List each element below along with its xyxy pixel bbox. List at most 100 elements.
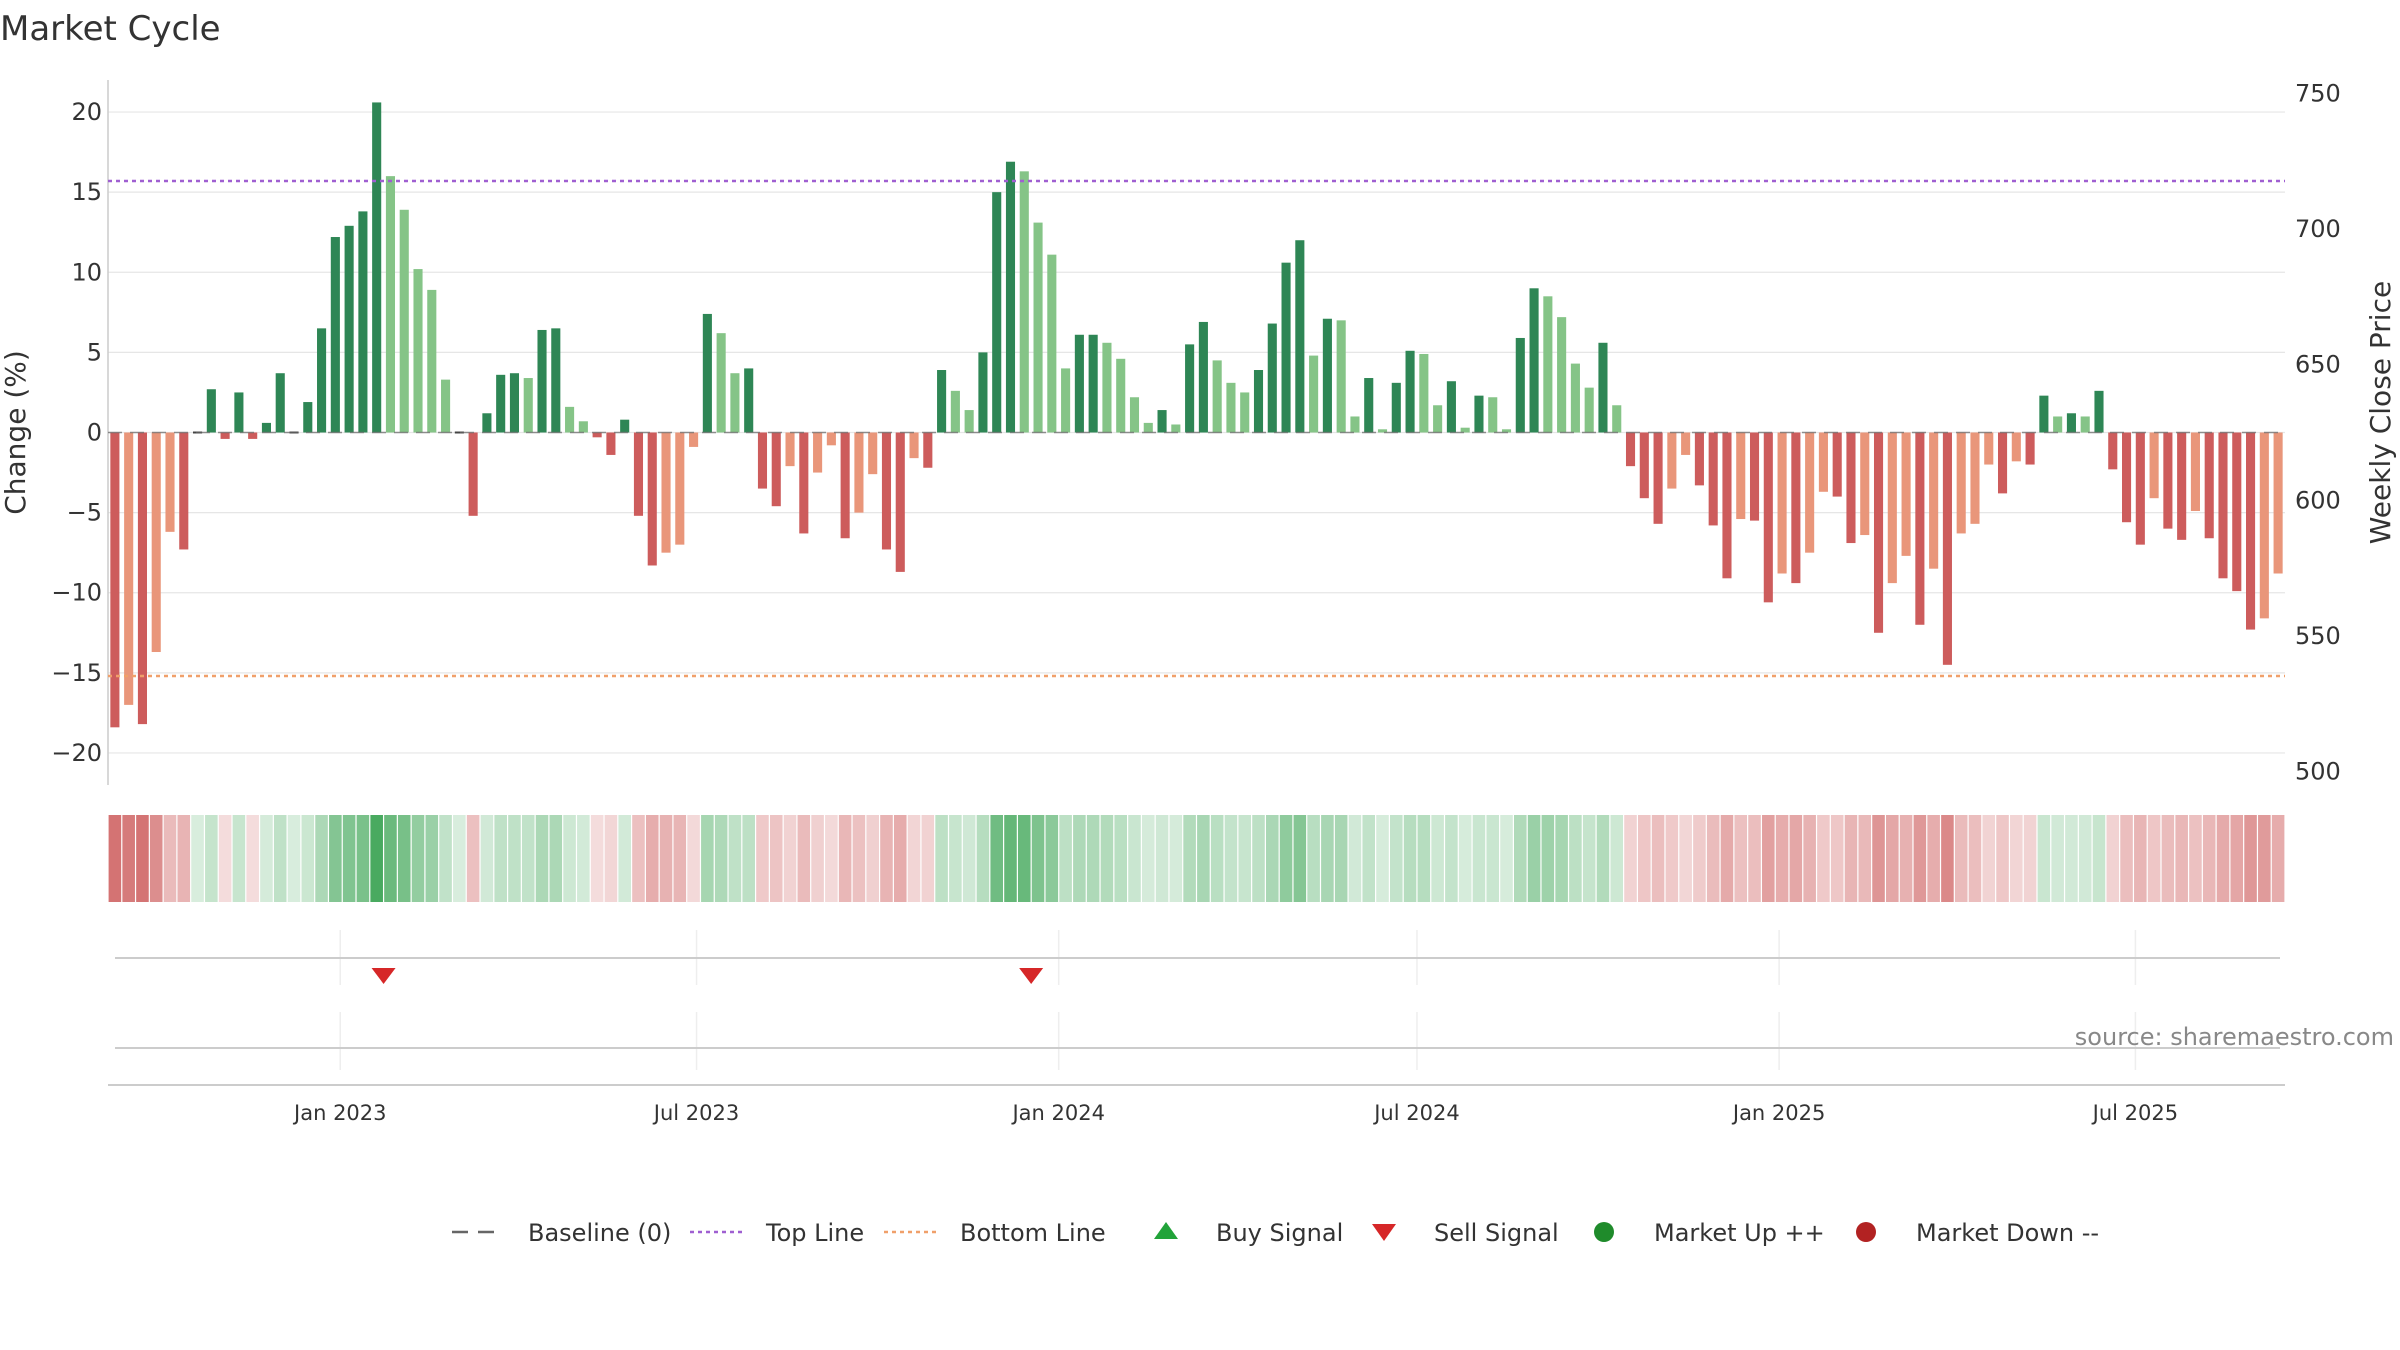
bar — [110, 432, 120, 728]
bar — [868, 432, 878, 475]
heat-cell — [1748, 815, 1761, 902]
bar — [2232, 432, 2242, 592]
bar — [165, 432, 175, 532]
bar — [620, 419, 630, 433]
bar — [482, 413, 492, 433]
bar — [234, 392, 244, 433]
bar — [2135, 432, 2145, 545]
heat-cell — [1486, 815, 1500, 902]
heat-cell — [2216, 815, 2230, 902]
heat-cell — [1803, 815, 1816, 902]
heat-cell — [1996, 815, 2009, 902]
heat-cell — [563, 815, 576, 902]
heat-cell — [2065, 815, 2078, 902]
bar — [137, 432, 147, 725]
bar — [1598, 342, 1608, 433]
bar — [909, 432, 919, 459]
heat-cell — [1775, 815, 1789, 902]
bar — [330, 237, 340, 433]
heat-cell — [2051, 815, 2064, 902]
left-tick-label: 5 — [87, 338, 102, 366]
heat-cell — [1472, 815, 1486, 902]
bar — [2204, 432, 2214, 539]
heat-cell — [329, 815, 342, 902]
left-tick-label: −10 — [51, 579, 102, 607]
bar — [689, 432, 699, 447]
heat-cell — [1720, 815, 1734, 902]
heat-cell — [356, 815, 370, 902]
bar — [1970, 432, 1980, 524]
sell-signal-marker — [371, 968, 396, 984]
bar — [1198, 321, 1208, 433]
legend-circle — [1594, 1222, 1614, 1242]
heat-cell — [480, 815, 494, 902]
heat-cell — [1307, 815, 1320, 902]
bar — [1722, 432, 1732, 579]
bar — [1653, 432, 1663, 524]
right-tick-label: 650 — [2295, 351, 2341, 379]
heat-cell — [659, 815, 673, 902]
legend-label: Baseline (0) — [528, 1219, 671, 1247]
bar — [1240, 392, 1250, 433]
heat-cell — [1817, 815, 1830, 902]
heat-cell — [1830, 815, 1844, 902]
bar — [1088, 334, 1098, 433]
bar — [592, 432, 602, 438]
heat-cell — [1293, 815, 1307, 902]
heat-cell — [163, 815, 177, 902]
heat-cell — [535, 815, 549, 902]
heat-cell — [1445, 815, 1458, 902]
heat-cell — [1789, 815, 1803, 902]
bar — [2011, 432, 2021, 462]
right-tick-label: 750 — [2295, 80, 2341, 108]
bar — [537, 329, 547, 433]
bar — [1391, 382, 1401, 433]
bar — [633, 432, 644, 516]
bar — [1322, 318, 1332, 433]
heat-cell — [2023, 815, 2037, 902]
bar — [496, 374, 506, 433]
y-axis-label-left: Change (%) — [0, 350, 32, 515]
legend-label: Market Down -- — [1916, 1219, 2099, 1247]
bar — [1102, 342, 1112, 433]
bar — [468, 432, 478, 516]
bar — [2094, 390, 2104, 433]
heat-cell — [1982, 815, 1996, 902]
legend-item: Market Up ++ — [1594, 1219, 1825, 1247]
x-tick-label: Jul 2024 — [1372, 1101, 1459, 1125]
x-tick-label: Jul 2025 — [2091, 1101, 2178, 1125]
heat-cell — [866, 815, 879, 902]
bar — [1157, 410, 1167, 433]
bar — [1984, 432, 1994, 465]
heat-cell — [769, 815, 783, 902]
bar — [1267, 323, 1277, 433]
heat-cell — [521, 815, 535, 902]
legend-item: Buy Signal — [1154, 1219, 1343, 1247]
x-tick-label: Jan 2025 — [1731, 1101, 1826, 1125]
heat-cell — [1403, 815, 1417, 902]
bar — [1377, 429, 1388, 433]
heat-cell — [1844, 815, 1858, 902]
heat-cell — [2230, 815, 2244, 902]
right-tick-label: 550 — [2295, 622, 2341, 650]
bar — [303, 402, 313, 433]
bar — [1860, 432, 1870, 536]
heat-cell — [108, 815, 122, 902]
bar — [1295, 240, 1305, 433]
legend-item: Top Line — [690, 1219, 864, 1247]
bar — [2218, 432, 2228, 579]
heat-cell — [1734, 815, 1748, 902]
right-tick-label: 600 — [2295, 486, 2341, 514]
bar — [826, 432, 836, 446]
heat-cell — [1610, 815, 1624, 902]
bar — [978, 352, 988, 433]
heat-cell — [1638, 815, 1651, 902]
bar — [1956, 432, 1966, 534]
heat-cell — [1858, 815, 1872, 902]
heat-cell — [1693, 815, 1706, 902]
bar — [1749, 432, 1760, 521]
bar — [1791, 432, 1801, 584]
bar — [1929, 432, 1939, 569]
heat-cell — [728, 815, 742, 902]
heat-cell — [342, 815, 356, 902]
